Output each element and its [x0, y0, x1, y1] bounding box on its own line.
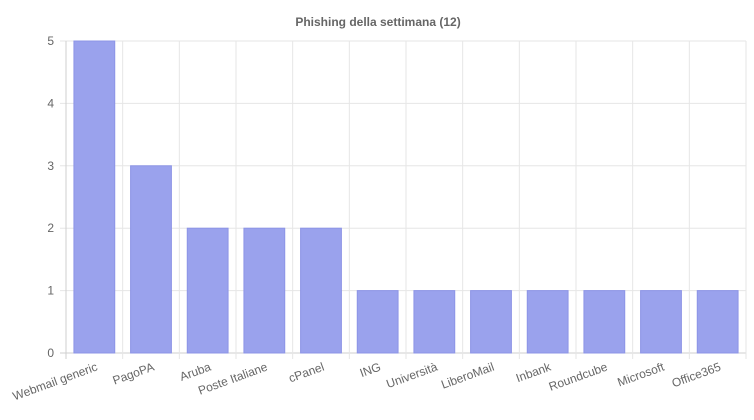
bar [73, 40, 116, 354]
bar [186, 227, 229, 354]
x-tick-label: Office365 [670, 360, 723, 391]
bar [470, 290, 512, 354]
y-tick-label: 2 [47, 221, 54, 235]
x-tick-label: PagoPA [111, 360, 156, 388]
bar [413, 290, 456, 354]
bar [243, 227, 286, 354]
y-tick-label: 0 [47, 346, 54, 360]
x-tick-label: cPanel [287, 360, 326, 386]
y-tick-label: 1 [47, 284, 54, 298]
bar [583, 290, 626, 354]
y-tick-label: 4 [47, 96, 54, 110]
y-axis-ticks: 0 1 2 3 4 5 [47, 34, 54, 360]
x-tick-label: Università [384, 360, 439, 392]
bars [73, 40, 739, 354]
x-tick-label: ING [358, 360, 383, 380]
grid-layer [60, 40, 747, 359]
bar [300, 227, 342, 354]
y-tick-label: 5 [47, 34, 54, 48]
bar [130, 165, 172, 354]
chart-title: Phishing della settimana (12) [295, 15, 460, 29]
x-tick-label: LiberoMail [439, 360, 496, 392]
x-tick-label: Webmail generic [11, 360, 100, 404]
bar [526, 290, 569, 354]
bar [640, 290, 682, 354]
x-tick-label: Microsoft [615, 359, 666, 389]
x-tick-label: Roundcube [547, 360, 610, 394]
y-tick-label: 3 [47, 159, 54, 173]
bar [696, 290, 739, 354]
bar [356, 290, 399, 354]
